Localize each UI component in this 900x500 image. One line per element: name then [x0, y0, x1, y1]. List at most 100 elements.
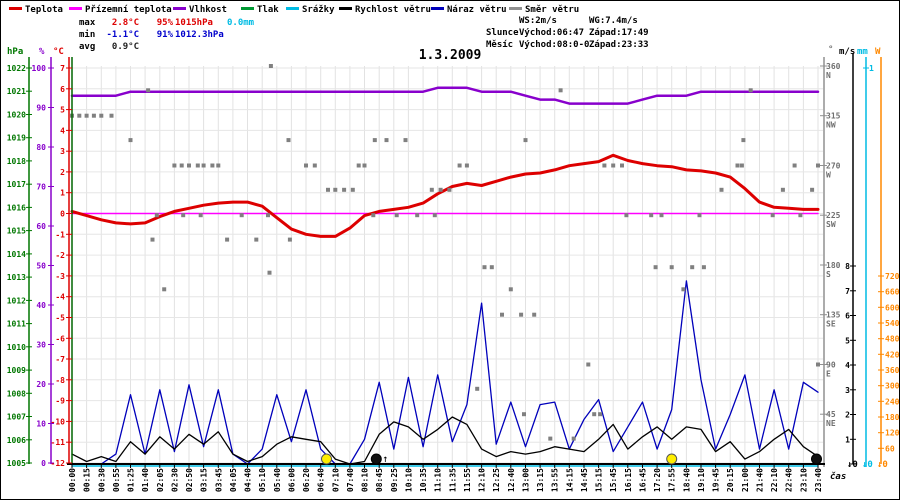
windspeed-axis-unit: m/s	[839, 47, 856, 57]
radiation-axis-unit: W	[875, 47, 881, 57]
x-tick-label: 13:15	[536, 468, 545, 492]
x-tick-label: 10:10	[404, 468, 413, 492]
series-wind-gust	[71, 280, 819, 465]
temp-tick-label: 2	[60, 168, 65, 177]
axis-ticks-and-labels: 1005100610071008100910101011101210131014…	[7, 62, 899, 468]
pressure-tick-label: 1012	[7, 296, 26, 305]
pressure-tick-label: 1022	[7, 64, 26, 73]
x-tick-label: 05:10	[258, 468, 267, 492]
legend-item-label: Směr větru	[525, 5, 580, 15]
direction-tick-label: 270	[826, 162, 841, 171]
pressure-tick-label: 1019	[7, 134, 26, 143]
humidity-tick-label: 10	[36, 420, 46, 429]
x-tick-label: 09:25	[390, 468, 399, 492]
legend-item-8: Směr větru	[509, 5, 579, 17]
direction-tick-label: 45	[826, 410, 836, 419]
pressure-tick-label: 1018	[7, 157, 26, 166]
radiation-tick-label: 360	[885, 366, 899, 375]
x-tick-label: 06:40	[317, 468, 326, 492]
radiation-tick-label: 420	[885, 350, 899, 359]
series-humidity	[70, 86, 820, 105]
wind-gust-stat: WG:7.4m/s	[589, 16, 638, 26]
stat-min-temp: -1.1°C	[106, 30, 139, 40]
radiation-tick-label: 120	[885, 429, 899, 438]
moon-label: Měsíc	[486, 40, 514, 50]
x-tick-label: 21:00	[741, 468, 750, 492]
axis-lines	[28, 53, 882, 467]
zero-marker-W: ↓0	[877, 460, 888, 470]
pressure-tick-label: 1006	[7, 436, 26, 445]
pressure-tick-label: 1008	[7, 389, 26, 398]
direction-tick-name: E	[826, 370, 831, 379]
wind-speed-stat: WS:2m/s	[519, 16, 557, 26]
pressure-axis-unit: hPa	[7, 47, 24, 57]
legend-dash-icon	[509, 7, 522, 10]
humidity-axis-unit: %	[39, 47, 45, 57]
windspeed-tick-label: 2	[845, 411, 850, 420]
stat-min-pressure: 1012.3hPa	[175, 30, 224, 40]
x-tick-label: 12:40	[507, 468, 516, 492]
stat-max-precip: 0.0mm	[227, 18, 255, 28]
legend-item-label: Teplota	[25, 5, 63, 15]
temp-tick-label: -10	[51, 417, 66, 426]
x-tick-label: 12:25	[492, 468, 501, 492]
pressure-tick-label: 1016	[7, 203, 26, 212]
x-tick-label: 22:40	[785, 468, 794, 492]
windspeed-tick-label: 4	[845, 361, 850, 370]
x-tick-label: 19:45	[712, 468, 721, 492]
direction-tick-name: N	[826, 71, 831, 80]
humidity-tick-label: 30	[36, 341, 46, 350]
radiation-tick-label: 660	[885, 288, 899, 297]
direction-tick-name: SE	[826, 320, 836, 329]
x-tick-label: 06:00	[287, 468, 296, 492]
radiation-tick-label: 60	[885, 444, 895, 453]
temp-tick-label: -12	[51, 459, 66, 468]
x-tick-label: 00:30	[97, 468, 106, 492]
x-tick-label: 04:05	[229, 468, 238, 492]
humidity-tick-label: 100	[32, 64, 47, 73]
legend-item-label: Tlak	[257, 5, 279, 15]
series-wind-speed	[71, 416, 819, 465]
temp-tick-label: 6	[60, 85, 65, 94]
temp-tick-label: -9	[55, 397, 65, 406]
stat-max-label: max	[79, 18, 96, 28]
series-temperature	[70, 153, 820, 238]
windspeed-tick-label: 8	[845, 262, 850, 271]
time-axis-title: čas	[830, 471, 846, 482]
moonset-marker-icon	[811, 453, 822, 465]
temp-tick-label: -11	[51, 438, 66, 447]
humidity-tick-label: 50	[36, 262, 46, 271]
windspeed-tick-label: 7	[845, 287, 850, 296]
x-tick-label: 17:55	[668, 468, 677, 492]
legend-dash-icon	[339, 7, 352, 10]
temp-tick-label: -6	[55, 334, 65, 343]
stat-max-pressure: 1015hPa	[175, 18, 213, 28]
humidity-tick-label: 90	[36, 104, 46, 113]
legend-item-label: Vlhkost	[189, 5, 227, 15]
direction-tick-label: 135	[826, 311, 841, 320]
direction-tick-name: SW	[826, 220, 836, 229]
x-tick-label: 01:25	[127, 468, 136, 492]
humidity-tick-label: 20	[36, 380, 46, 389]
x-tick-label: 03:45	[214, 468, 223, 492]
direction-tick-name: W	[826, 171, 831, 180]
direction-tick-name: NE	[826, 419, 836, 428]
direction-tick-label: 225	[826, 211, 841, 220]
temp-tick-label: 7	[60, 64, 65, 73]
x-tick-label: 11:55	[463, 468, 472, 492]
direction-tick-label: 315	[826, 112, 841, 121]
temp-tick-label: 4	[60, 126, 65, 135]
temp-tick-label: -1	[55, 230, 65, 239]
legend-item-3: Vlhkost	[173, 5, 227, 17]
legend-dash-icon	[431, 7, 444, 10]
radiation-tick-label: 240	[885, 397, 899, 406]
pressure-tick-label: 1011	[7, 320, 26, 329]
direction-tick-name: S	[826, 270, 831, 279]
moon-set-time: Západ:23:33	[589, 40, 649, 50]
pressure-tick-label: 1020	[7, 111, 26, 120]
direction-tick-label: 180	[826, 261, 841, 270]
stat-avg-label: avg	[79, 42, 96, 52]
temp-tick-label: -4	[55, 293, 65, 302]
x-tick-label: 03:15	[200, 468, 209, 492]
